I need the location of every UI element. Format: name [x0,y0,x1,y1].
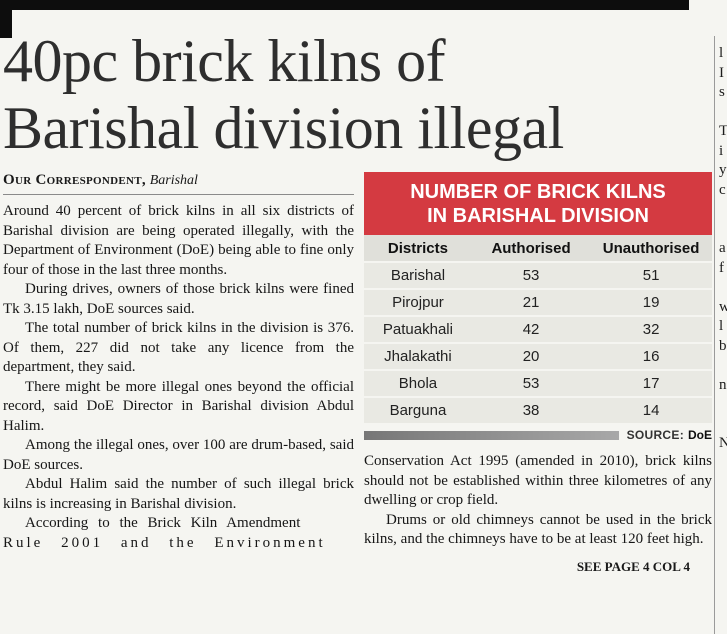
location-label: Barishal [149,173,198,188]
cell-unauthorised: 14 [642,402,660,419]
cell-unauthorised: 51 [642,267,660,284]
table-title-line-2: IN BARISHAL DIVISION [427,205,649,227]
source-bar [364,430,619,440]
column-header-districts: Districts [387,240,448,257]
cell-authorised: 42 [522,321,540,338]
cell-authorised: 20 [522,348,540,365]
cell-unauthorised: 17 [642,375,660,392]
paragraph: Drums or old chimneys cannot be used in … [364,511,712,548]
cell-district: Jhalakathi [384,348,452,365]
article-right-text: Conservation Act 1995 (amended in 2010),… [364,452,712,575]
headline: 40pc brick kilns of Barishal division ill… [3,28,712,162]
source-value: DoE [688,428,712,442]
table-row: Jhalakathi 20 16 [364,344,712,371]
left-black-bar [0,0,12,38]
cell-district: Pirojpur [392,294,444,311]
cell-authorised: 53 [522,375,540,392]
paragraph: There might be more illegal ones beyond … [3,378,354,434]
paragraph-line: According to the Brick Kiln Amendment [25,515,301,531]
article-columns: Our Correspondent, Barishal Around 40 pe… [3,172,712,575]
table-row: Barishal 53 51 [364,263,712,290]
table-title: NUMBER OF BRICK KILNS IN BARISHAL DIVISIO… [364,172,712,235]
cell-authorised: 38 [522,402,540,419]
article: 40pc brick kilns of Barishal division ill… [3,28,712,575]
table-title-line-1: NUMBER OF BRICK KILNS [410,181,666,203]
paragraph: During drives, owners of those brick kil… [3,281,354,317]
cell-unauthorised: 16 [642,348,660,365]
table-row: Patuakhali 42 32 [364,317,712,344]
paragraph-line-spread: Rule 2001 and the Environment [3,534,326,551]
table-row: Barguna 38 14 [364,398,712,425]
cell-unauthorised: 19 [642,294,660,311]
cell-district: Bhola [398,375,438,392]
cell-district: Barguna [389,402,447,419]
source-row: SOURCE: DoE [364,428,712,442]
top-black-bar [0,0,689,10]
brick-kiln-table: NUMBER OF BRICK KILNS IN BARISHAL DIVISIO… [364,172,712,442]
paragraph: Around 40 percent of brick kilns in all … [3,203,354,278]
paragraph: The total number of brick kilns in the d… [3,320,354,375]
see-page-note: SEE PAGE 4 COL 4 [576,558,690,574]
cell-district: Barishal [390,267,446,284]
table-row: Bhola 53 17 [364,371,712,398]
cell-unauthorised: 32 [642,321,660,338]
byline: Our Correspondent, Barishal [3,172,354,195]
article-column-left: Our Correspondent, Barishal Around 40 pe… [3,172,354,575]
paragraph: Conservation Act 1995 (amended in 2010),… [364,453,712,508]
column-header-unauthorised: Unauthorised [602,240,700,257]
headline-line-1: 40pc brick kilns of [3,28,446,94]
cell-authorised: 53 [522,267,540,284]
column-header-authorised: Authorised [491,240,571,257]
paragraph: Among the illegal ones, over 100 are dru… [3,437,354,473]
paragraph: Abdul Halim said the number of such ille… [3,476,354,512]
table-header-row: Districts Authorised Unauthorised [364,235,712,263]
cell-district: Patuakhali [382,321,453,338]
article-column-right: NUMBER OF BRICK KILNS IN BARISHAL DIVISIO… [364,172,712,575]
column-divider [714,36,715,634]
correspondent-label: Our Correspondent, [3,172,146,188]
source-label: SOURCE: [626,428,684,442]
paragraph: According to the Brick Kiln Amendment Rul… [3,514,354,553]
headline-line-2: Barishal division illegal [3,95,564,161]
table-row: Pirojpur 21 19 [364,290,712,317]
adjacent-column-strip: l I s T i y c a f w l b n N [719,45,727,451]
cell-authorised: 21 [522,294,540,311]
